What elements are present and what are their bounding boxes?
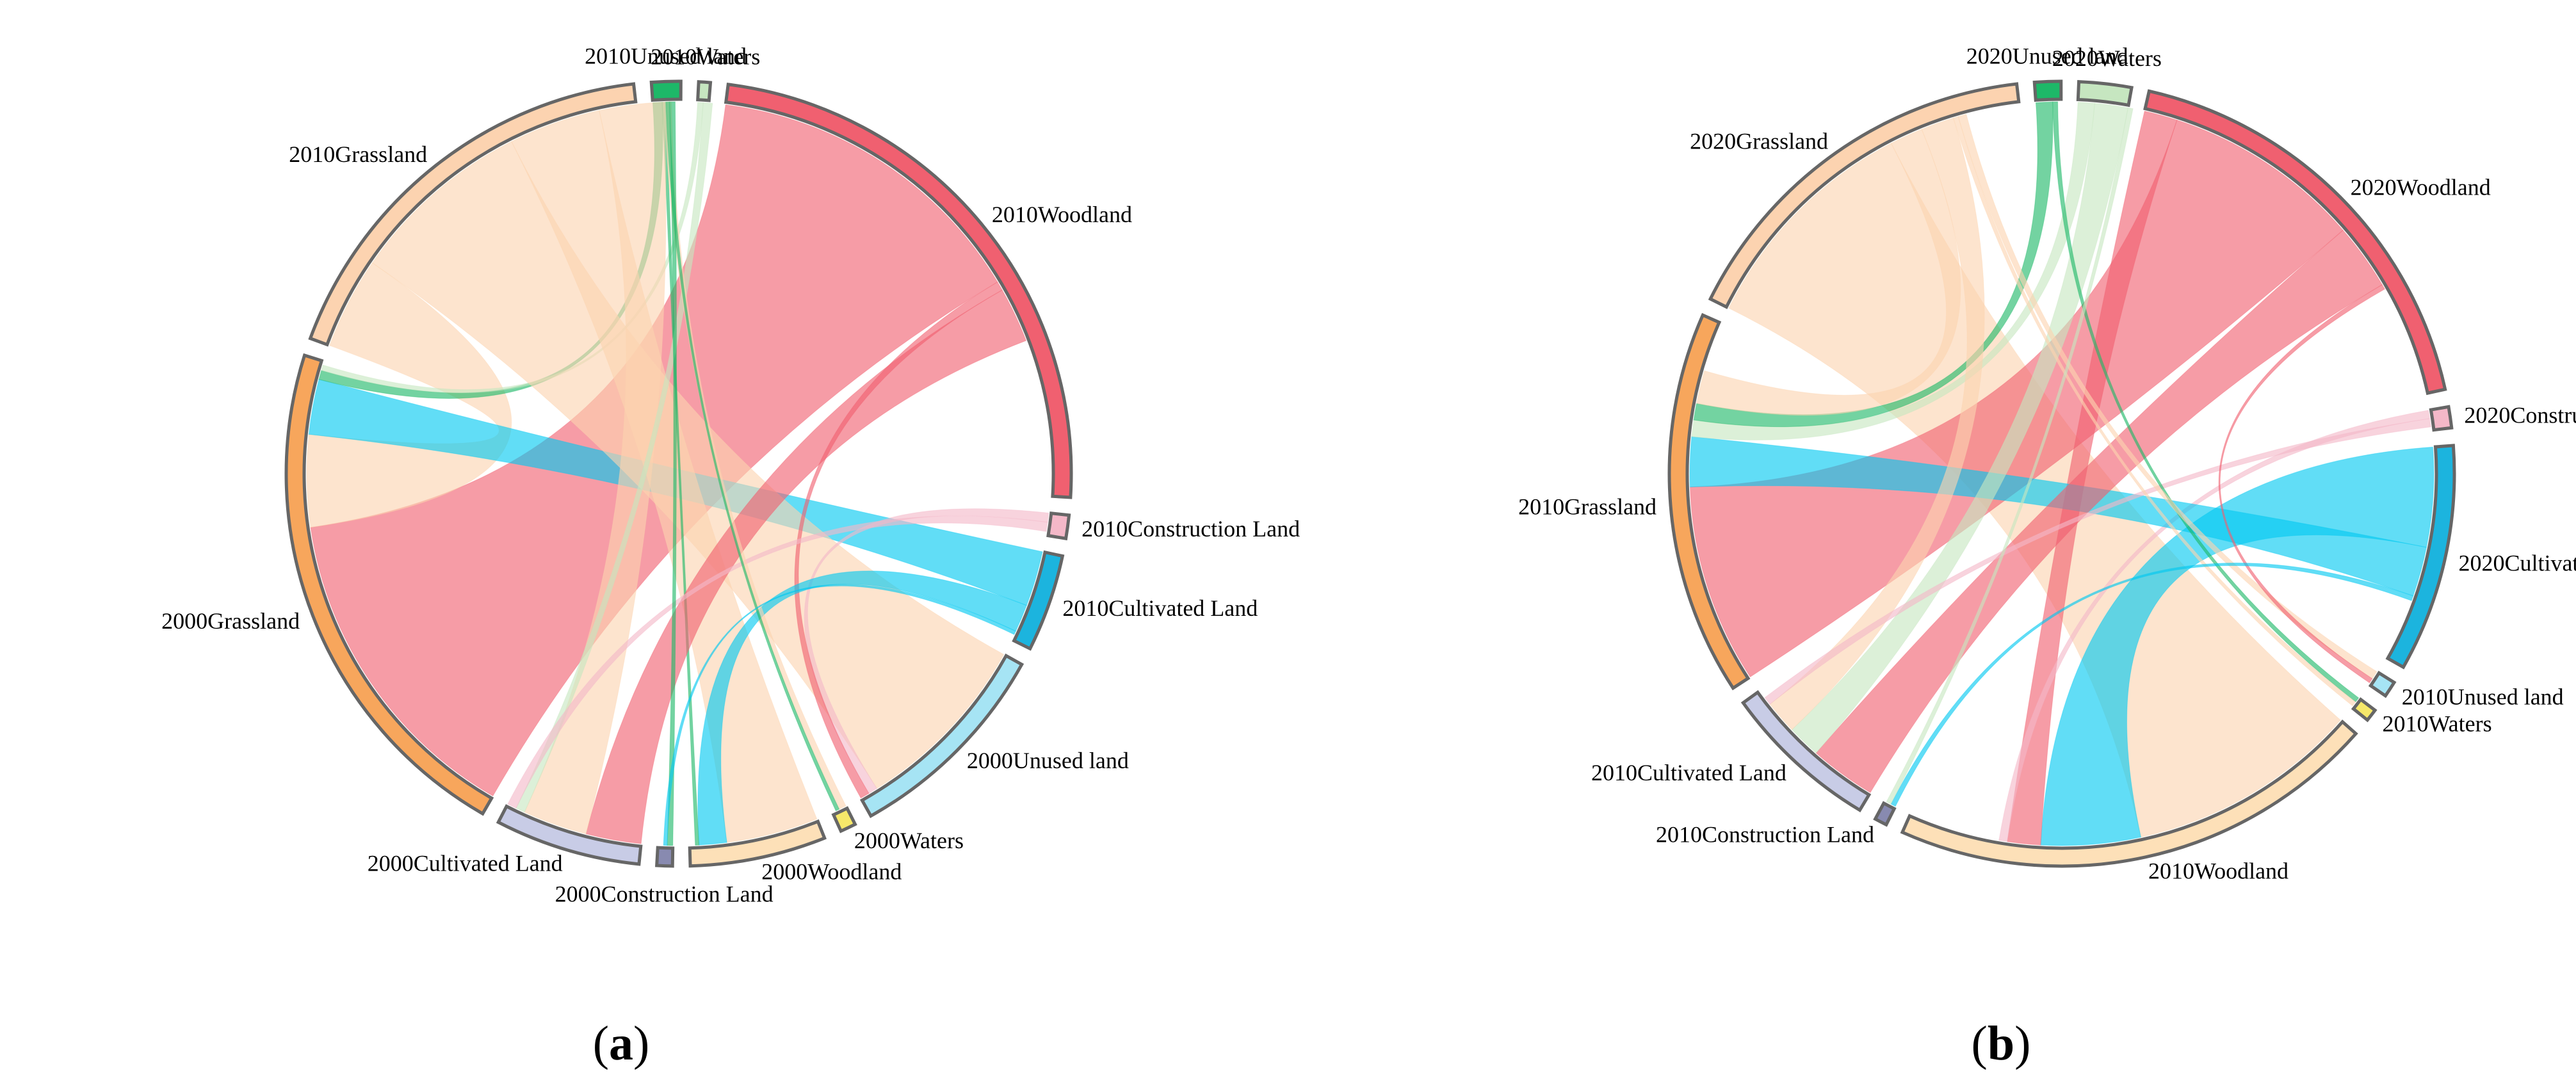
chord-flow-2010woodland-to-2020woodland [2007, 110, 2178, 846]
node-arc-2010construction-land [1046, 511, 1071, 541]
chord-node-arcs [1667, 79, 2456, 868]
panel-label-b-close: ) [2014, 1017, 2030, 1070]
node-arc-2000woodland [688, 819, 827, 868]
node-arc-2010unused-land [2368, 670, 2397, 698]
node-label-2020waters: 2020Waters [2052, 45, 2162, 71]
chord-flow-2010grassland-to-2020waters [1691, 102, 2095, 440]
node-arc-2010woodland [724, 83, 1073, 499]
node-arc-2010unused-land [649, 79, 683, 102]
node-arc-2010construction-land [1873, 801, 1897, 827]
node-label-2000woodland: 2000Woodland [761, 859, 902, 885]
node-label-2010grassland: 2010Grassland [1518, 494, 1657, 519]
node-arc-2020grassland [1708, 82, 2021, 309]
panel-label-b: (b) [1972, 1017, 2031, 1070]
panel-label-b-open: ( [1972, 1017, 1988, 1070]
node-label-2010cultivated-land: 2010Cultivated Land [1062, 595, 1258, 621]
chord-flow-2000woodland-to-2010unused-land [661, 101, 700, 846]
node-arc-2020waters [2076, 79, 2134, 108]
chord-ribbons [1689, 101, 2434, 846]
panel-label-b-letter: b [1988, 1017, 2014, 1070]
node-label-2010construction-land: 2010Construction Land [1081, 516, 1300, 542]
chord-flow-2010cultivated-land-to-2020woodland [1815, 229, 2383, 793]
node-label-2000unused-land: 2000Unused land [967, 748, 1129, 773]
node-arc-2000waters [831, 806, 857, 833]
chord-flow-2010cultivated-land-to-2020waters [1791, 102, 2128, 753]
node-arc-2010waters [696, 80, 713, 102]
node-label-2020grassland: 2020Grassland [1690, 128, 1828, 154]
node-label-2010grassland: 2010Grassland [289, 141, 427, 167]
chord-flow-2000construction-land-to-2010cultivated-land [663, 584, 1017, 846]
node-label-2020cultivated-land: 2020Cultivated Land [2458, 551, 2576, 576]
node-label-2010woodland: 2010Woodland [992, 202, 1132, 227]
node-arc-2020unused-land [2032, 79, 2063, 102]
node-arc-2000grassland [284, 353, 494, 816]
chord-node-arcs [284, 79, 1073, 868]
chord-flow-2000woodland-to-2010cultivated-land [697, 570, 1028, 846]
chord-flow-2010cultivated-land-to-2020construction-land [1764, 418, 2431, 705]
node-label-2000construction-land: 2000Construction Land [555, 882, 774, 907]
node-arc-2020construction-land [2429, 405, 2454, 432]
panel-label-a: (a) [593, 1017, 650, 1070]
chord-flow-2000construction-land-to-2010unused-land [667, 101, 677, 846]
chord-flow-2000cultivated-land-to-2010waters [515, 102, 713, 813]
node-label-2000cultivated-land: 2000Cultivated Land [368, 851, 563, 876]
chord-flow-2010grassland-to-2020grassland [1696, 129, 1961, 416]
chord-flow-2010unused-land-to-2020woodland [2218, 284, 2386, 684]
node-label-2010cultivated-land: 2010Cultivated Land [1591, 760, 1786, 785]
chord-flow-2010woodland-to-2020construction-land [1998, 410, 2431, 842]
node-arc-2020cultivated-land [2385, 444, 2456, 670]
node-arc-2000unused-land [859, 653, 1025, 818]
panel-label-a-open: ( [593, 1017, 609, 1070]
node-arc-2020woodland [2143, 89, 2447, 396]
node-label-2010woodland: 2010Woodland [2148, 858, 2288, 883]
node-label-2000waters: 2000Waters [854, 828, 964, 853]
chord-flow-2010construction-land-to-2020waters [1886, 107, 2134, 805]
node-label-2000grassland: 2000Grassland [161, 608, 300, 634]
chord-flow-2010grassland-to-2020cultivated-land [1689, 436, 2427, 597]
chord-flow-2010unused-land-to-2020grassland [1957, 113, 2378, 679]
node-label-2010waters: 2010Waters [2383, 711, 2492, 737]
node-label-2020woodland: 2020Woodland [2351, 175, 2491, 200]
chord-flow-2000unused-land-to-2010woodland [794, 281, 1003, 799]
node-arc-2010grassland [1667, 312, 1751, 691]
chord-flow-2010construction-land-to-2020cultivated-land [1890, 562, 2414, 807]
node-arc-2010cultivated-land [1740, 690, 1872, 812]
panel-label-a-close: ) [633, 1017, 649, 1070]
node-arc-2010grassland [308, 82, 638, 347]
chord-flow-2010cultivated-land-to-2020grassland [1769, 117, 1985, 730]
node-arc-2000construction-land [655, 846, 675, 868]
node-label-2010construction-land: 2010Construction Land [1656, 821, 1874, 847]
node-label-2010unused-land: 2010Unused land [2402, 684, 2564, 710]
node-label-2020unused-land: 2020Unused land [1966, 43, 2128, 68]
chord-flow-2000cultivated-land-to-2010woodland [585, 289, 1027, 844]
node-label-2010waters: 2010Waters [651, 44, 760, 69]
node-arc-2000cultivated-land [496, 804, 643, 866]
node-label-2010unused-land: 2010Unused land [585, 43, 747, 68]
chord-flow-2000waters-to-2010unused-land [665, 101, 840, 812]
node-arc-2010woodland [1900, 719, 2358, 868]
node-arc-2010cultivated-land [1012, 550, 1065, 651]
chord-flow-2010waters-to-2020grassland [1952, 116, 2356, 707]
node-label-2020construction-land: 2020Construction Land [2464, 403, 2576, 428]
panel-label-a-letter: a [609, 1017, 633, 1070]
node-arc-2010waters [2351, 697, 2378, 723]
chord-ribbons [306, 101, 1049, 846]
